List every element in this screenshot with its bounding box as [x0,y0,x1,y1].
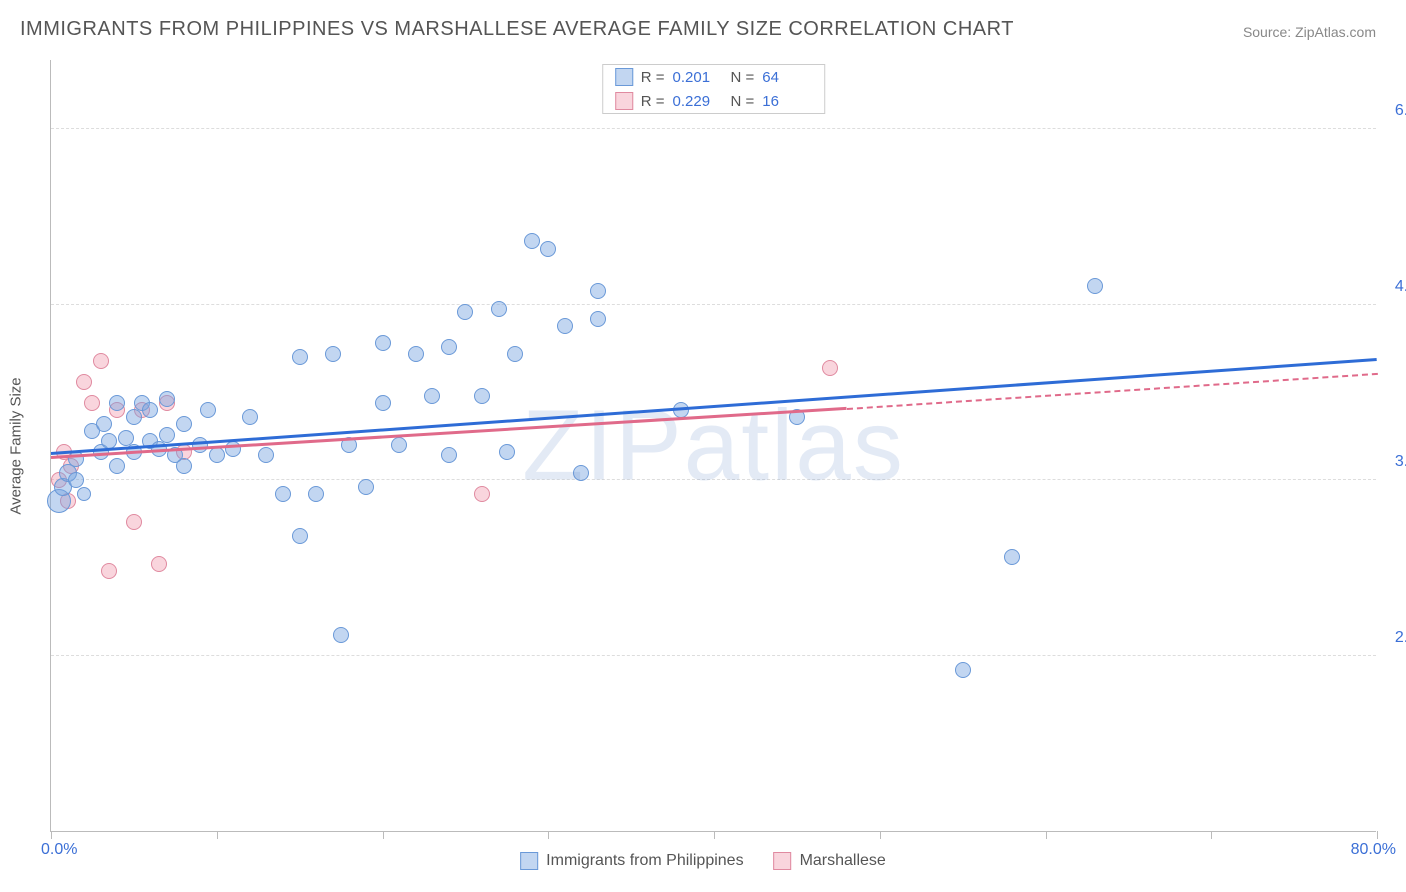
scatter-point [590,283,606,299]
scatter-point [441,447,457,463]
scatter-point [200,402,216,418]
x-tick [51,831,52,839]
scatter-point [375,395,391,411]
legend-series-label: Immigrants from Philippines [546,852,743,870]
gridline [51,655,1376,656]
gridline [51,304,1376,305]
scatter-point [109,395,125,411]
scatter-point [1004,549,1020,565]
legend-bottom-item: Immigrants from Philippines [520,852,743,870]
x-tick [1211,831,1212,839]
legend-top-row: R = 0.229 N = 16 [603,89,825,113]
scatter-point [151,556,167,572]
y-tick-label: 4.75 [1381,278,1406,296]
legend-r-label: R = [641,69,665,86]
scatter-point [292,349,308,365]
y-axis-title: Average Family Size [8,377,25,514]
legend-r-value: 0.201 [673,69,723,86]
source-label: Source: ZipAtlas.com [1243,24,1376,40]
scatter-point [109,458,125,474]
scatter-point [258,447,274,463]
scatter-point [142,402,158,418]
y-tick-label: 2.25 [1381,629,1406,647]
legend-swatch [615,92,633,110]
scatter-point [192,437,208,453]
gridline [51,128,1376,129]
trend-line [51,358,1377,455]
scatter-point [474,486,490,502]
legend-top-row: R = 0.201 N = 64 [603,65,825,89]
scatter-point [333,627,349,643]
x-tick [1046,831,1047,839]
scatter-point [176,416,192,432]
scatter-point [176,458,192,474]
legend-n-label: N = [731,93,755,110]
scatter-point [76,374,92,390]
scatter-point [507,346,523,362]
scatter-point [93,353,109,369]
scatter-point [375,335,391,351]
legend-n-value: 64 [762,69,812,86]
legend-r-value: 0.229 [673,93,723,110]
legend-top: R = 0.201 N = 64 R = 0.229 N = 16 [602,64,826,114]
chart-plot-area: Average Family Size ZIPatlas R =0.201N =… [50,60,1376,832]
scatter-point [325,346,341,362]
scatter-point [822,360,838,376]
scatter-point [84,395,100,411]
x-tick [1377,831,1378,839]
scatter-point [242,409,258,425]
scatter-point [126,409,142,425]
gridline [51,479,1376,480]
legend-swatch [774,852,792,870]
scatter-point [68,472,84,488]
y-tick-label: 6.00 [1381,102,1406,120]
x-axis-min-label: 0.0% [41,841,77,859]
scatter-point [159,391,175,407]
legend-series-label: Marshallese [800,852,886,870]
scatter-point [491,301,507,317]
legend-swatch [520,852,538,870]
scatter-point [292,528,308,544]
scatter-point [457,304,473,320]
legend-r-label: R = [641,93,665,110]
scatter-point [424,388,440,404]
scatter-point [557,318,573,334]
scatter-point [358,479,374,495]
scatter-point [590,311,606,327]
scatter-point [1087,278,1103,294]
scatter-point [955,662,971,678]
legend-n-value: 16 [762,93,812,110]
scatter-point [126,514,142,530]
x-tick [714,831,715,839]
scatter-point [101,563,117,579]
scatter-point [275,486,291,502]
scatter-point [101,433,117,449]
scatter-point [499,444,515,460]
legend-n-label: N = [731,69,755,86]
scatter-point [209,447,225,463]
x-tick [383,831,384,839]
legend-swatch [615,68,633,86]
x-axis-max-label: 80.0% [1351,841,1396,859]
legend-bottom-item: Marshallese [774,852,886,870]
x-tick [217,831,218,839]
scatter-point [96,416,112,432]
scatter-point [77,487,91,501]
scatter-point [524,233,540,249]
x-tick [548,831,549,839]
scatter-point [159,427,175,443]
chart-title: IMMIGRANTS FROM PHILIPPINES VS MARSHALLE… [20,18,1014,41]
scatter-point [391,437,407,453]
scatter-point [540,241,556,257]
scatter-point [408,346,424,362]
scatter-point [474,388,490,404]
scatter-point [573,465,589,481]
x-tick [880,831,881,839]
y-tick-label: 3.50 [1381,453,1406,471]
legend-bottom: Immigrants from Philippines Marshallese [520,852,886,870]
scatter-point [308,486,324,502]
scatter-point [441,339,457,355]
